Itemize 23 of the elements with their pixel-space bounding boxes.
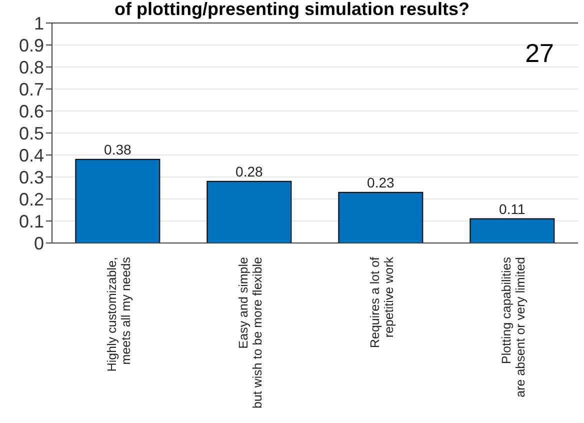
y-tick-label: 0 — [34, 233, 44, 254]
y-tick-label: 0.2 — [18, 189, 44, 210]
x-tick-label: Requires a lot of repetitive work — [368, 256, 396, 348]
y-tick-label: 0.9 — [18, 35, 44, 56]
y-tick-label: 0.4 — [18, 145, 44, 166]
y-tick-label: 0.5 — [18, 123, 44, 144]
y-tick-label: 0.7 — [18, 79, 44, 100]
bar — [470, 218, 555, 243]
y-tick-label: 0.1 — [18, 211, 44, 232]
chart-title: of plotting/presenting simulation results? — [114, 0, 470, 19]
data-label: 0.23 — [367, 174, 395, 190]
bar — [206, 180, 292, 243]
bar — [75, 158, 160, 243]
x-tick-label: Highly customizable, meets all my needs — [104, 257, 133, 372]
annotation: 27 — [525, 38, 554, 69]
data-label: 0.28 — [236, 163, 264, 180]
y-tick-label: 0.3 — [18, 167, 44, 188]
data-label: 0.38 — [104, 141, 132, 158]
y-tick-label: 0.8 — [18, 57, 44, 78]
bar — [338, 192, 424, 243]
y-tick-label: 0.6 — [18, 101, 44, 122]
y-tick-label: 1 — [34, 13, 44, 34]
data-label: 0.11 — [499, 200, 526, 217]
